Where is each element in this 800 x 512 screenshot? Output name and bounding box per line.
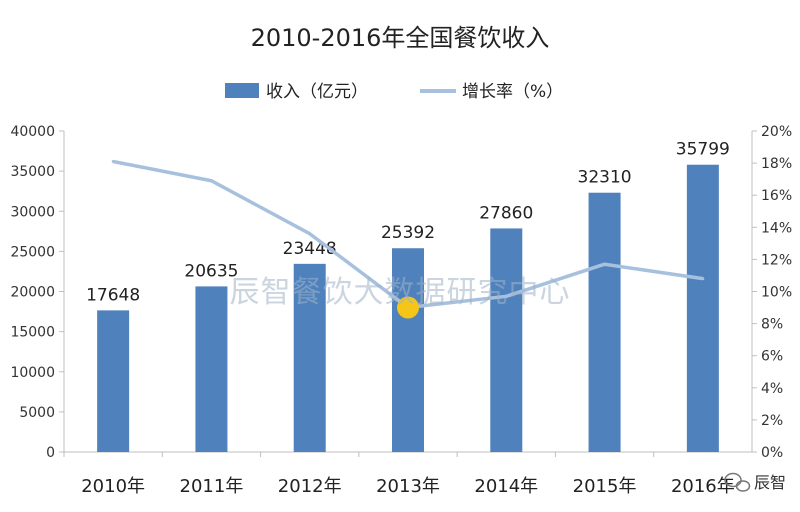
line-point	[308, 232, 312, 236]
left-tick-label: 10000	[10, 365, 55, 381]
left-tick-label: 40000	[10, 124, 55, 140]
bar	[392, 248, 424, 452]
x-tick-label: 2015年	[573, 476, 637, 497]
bar	[195, 286, 228, 452]
right-tick-label: 20%	[761, 124, 792, 140]
bar-value-label: 20635	[184, 261, 238, 281]
legend-label-bar: 收入（亿元）	[266, 82, 368, 102]
x-tick-label: 2011年	[180, 476, 244, 497]
bar	[97, 310, 130, 452]
right-tick-label: 16%	[761, 188, 792, 204]
bar-value-label: 35799	[676, 140, 730, 160]
bar	[588, 192, 621, 452]
watermark: 辰智餐饮大数据研究中心	[230, 275, 571, 310]
line-point	[209, 179, 213, 183]
x-tick-label: 2014年	[474, 476, 538, 497]
bar	[490, 228, 523, 452]
legend: 收入（亿元） 增长率（%）	[225, 82, 563, 102]
bar	[293, 263, 326, 452]
wechat-icon	[724, 472, 751, 492]
line-point	[111, 159, 115, 163]
right-tick-label: 12%	[761, 252, 792, 268]
right-tick-label: 2%	[761, 413, 783, 429]
left-tick-label: 25000	[10, 244, 55, 260]
left-tick-label: 5000	[19, 405, 55, 421]
right-tick-label: 8%	[761, 317, 783, 333]
right-tick-label: 6%	[761, 349, 783, 365]
brand-name: 辰智	[754, 473, 786, 492]
axes: 0 5000 10000 15000 20000 25000 30000 35000 40000…	[10, 124, 792, 461]
right-tick-label: 18%	[761, 156, 792, 172]
left-tick-label: 35000	[10, 164, 55, 180]
x-tick-label: 2016年	[671, 476, 735, 497]
bar-value-label: 32310	[578, 168, 632, 188]
highlight-point	[397, 296, 419, 319]
bar-value-label: 17648	[86, 285, 140, 305]
growth-line	[111, 159, 705, 319]
line-point	[504, 294, 508, 298]
right-tick-label: 0%	[761, 445, 783, 461]
right-tick-label: 10%	[761, 285, 792, 301]
line-point	[701, 277, 705, 281]
left-tick-label: 15000	[10, 325, 55, 341]
right-tick-label: 14%	[761, 220, 792, 236]
left-tick-label: 20000	[10, 285, 55, 301]
bars	[97, 164, 719, 453]
legend-label-line: 增长率（%）	[462, 82, 563, 102]
line-point	[603, 262, 607, 266]
x-tick-label: 2012年	[278, 476, 342, 497]
legend-swatch-bar	[225, 83, 259, 98]
x-axis-ticks: 2010年 2011年 2012年 2013年 2014年 2015年 2016年	[63, 452, 735, 497]
right-tick-label: 4%	[761, 381, 783, 397]
left-tick-label: 0	[46, 445, 55, 461]
bar-value-label: 27860	[479, 203, 533, 223]
bar	[686, 164, 719, 453]
left-tick-label: 30000	[10, 204, 55, 220]
brand-mark: 辰智	[724, 472, 786, 492]
bar-value-label: 25392	[381, 223, 435, 243]
chart-title: 2010-2016年全国餐饮收入	[251, 24, 550, 52]
x-tick-label: 2013年	[376, 476, 440, 497]
x-tick-label: 2010年	[81, 476, 145, 497]
